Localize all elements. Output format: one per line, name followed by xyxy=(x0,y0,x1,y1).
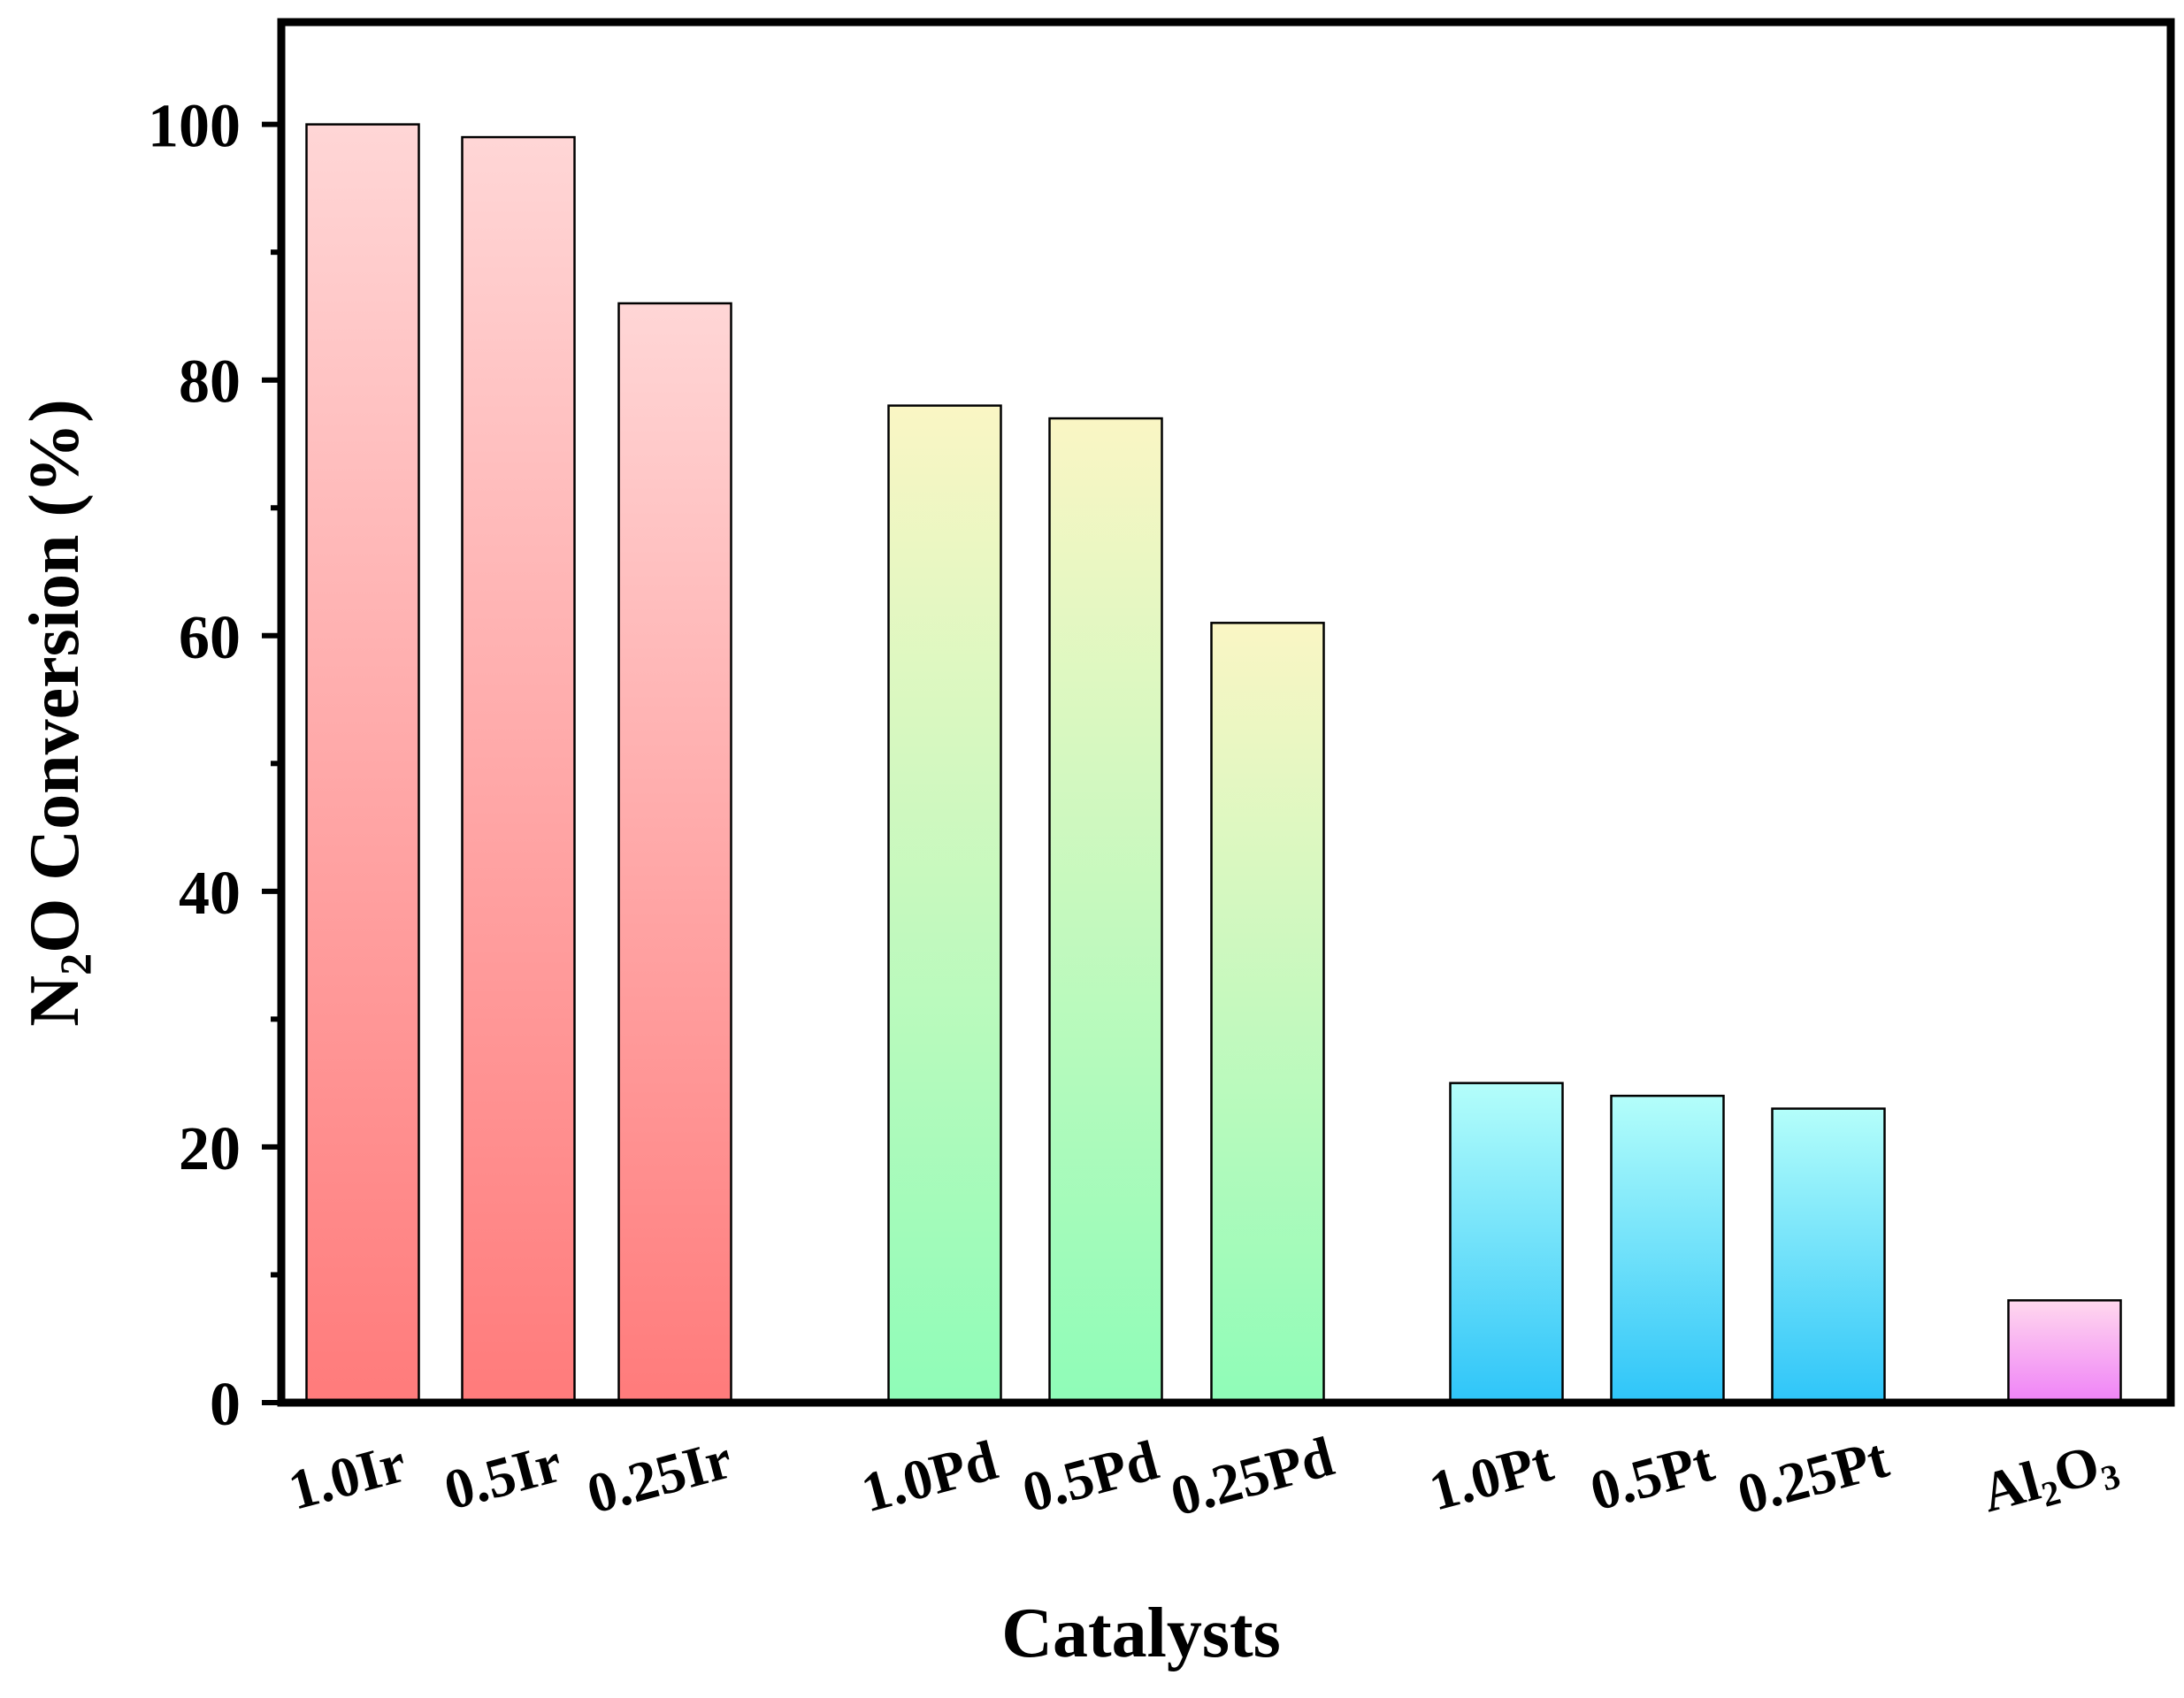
x-tick-labels: 1.0Ir 0.5Ir 0.25Ir 1.0Pd 0.5Pd 0.25Pd 1.0Pt 0.5… xyxy=(282,1425,2125,1529)
x-tick-label: 1.0Pt xyxy=(1422,1430,1559,1523)
y-tick-label: 60 xyxy=(179,604,241,672)
bar-al2o3 xyxy=(2007,1299,2122,1404)
y-axis-label: N2O Conversion (%) xyxy=(16,399,100,1026)
bar-0-25pd xyxy=(1210,622,1325,1404)
x-tick-label: 0.25Pt xyxy=(1731,1426,1896,1526)
y-tick-label: 80 xyxy=(179,348,241,417)
x-axis-label: Catalysts xyxy=(1001,1595,1281,1672)
plot-frame xyxy=(277,18,2175,1407)
y-ticks: 0 20 40 60 80 100 xyxy=(148,93,281,1439)
y-tick-label: 40 xyxy=(179,860,241,928)
x-tick-label: 0.5Pd xyxy=(1016,1428,1165,1525)
x-tick-label: 0.25Ir xyxy=(580,1427,738,1526)
bar-0-25pt xyxy=(1771,1107,1886,1404)
bars-layer xyxy=(305,123,2122,1404)
x-tick-label: 0.5Ir xyxy=(438,1431,568,1522)
bar-0-5pd xyxy=(1048,417,1163,1404)
bar-1-0pd xyxy=(887,404,1002,1404)
bar-0-5ir xyxy=(461,135,576,1404)
x-tick-label: 0.5Pt xyxy=(1583,1430,1720,1523)
bar-0-25ir xyxy=(617,302,732,1404)
x-tick-label: 1.0Ir xyxy=(282,1431,412,1522)
bar-1-0ir xyxy=(305,123,420,1404)
x-tick-label: 0.25Pd xyxy=(1164,1425,1340,1528)
x-tick-label: 1.0Pd xyxy=(855,1428,1004,1525)
x-tick-label: Al2O3 xyxy=(1975,1428,2125,1529)
y-tick-label: 0 xyxy=(210,1371,241,1439)
bar-0-5pt xyxy=(1610,1094,1725,1404)
y-tick-label: 100 xyxy=(148,93,241,161)
bar-1-0pt xyxy=(1449,1082,1564,1404)
y-tick-label: 20 xyxy=(179,1115,241,1183)
